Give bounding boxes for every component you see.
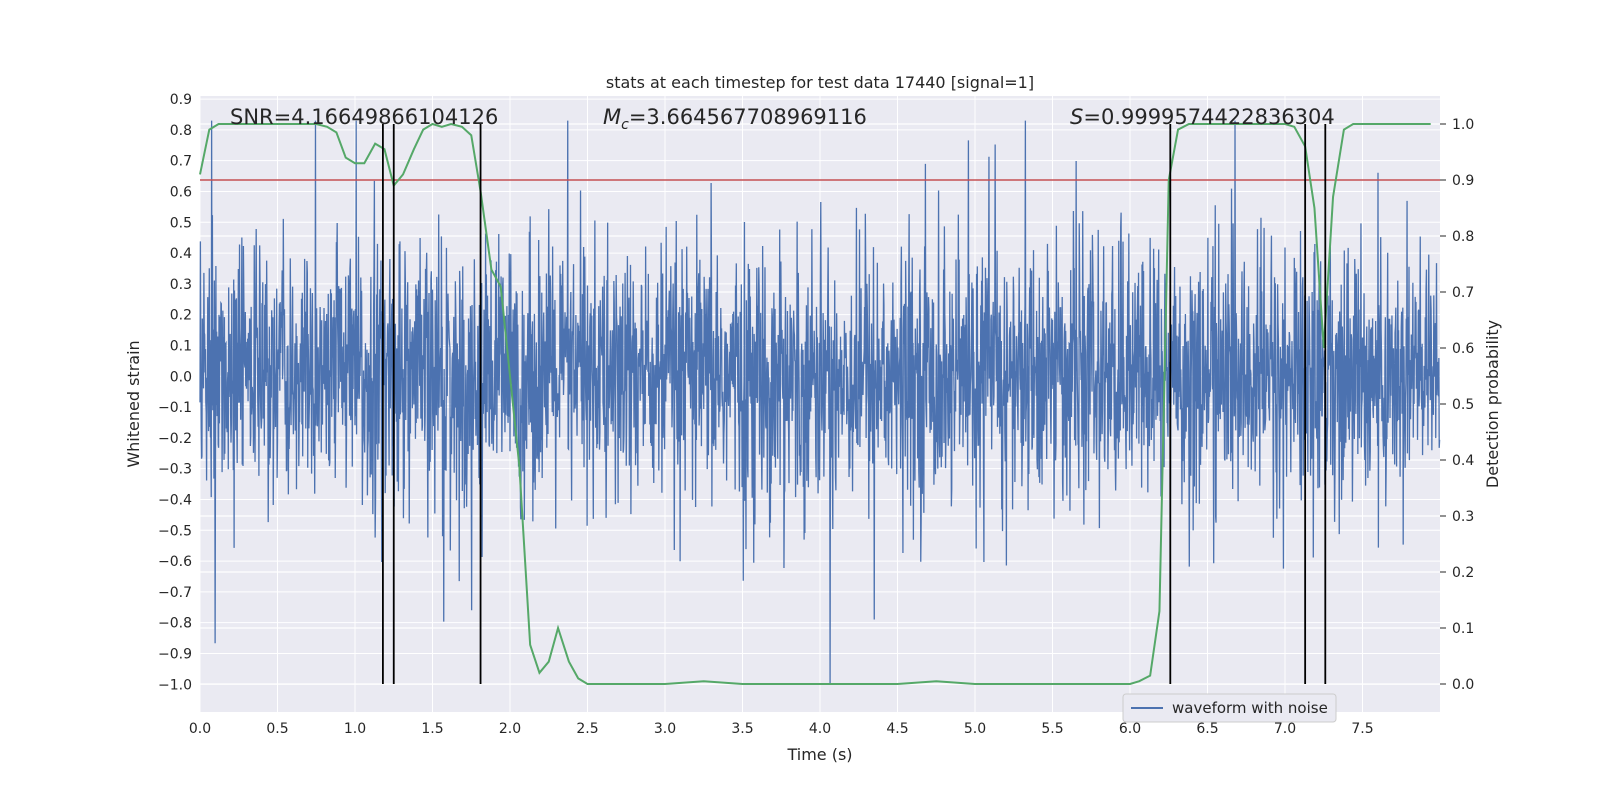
x-tick-label: 6.0 [1119,721,1141,737]
ticks: 0.0 0.5 1.0 1.5 2.0 2.5 3.0 3.5 4.0 4.5 5.0 5.5 6.0 6… [158,92,1474,737]
y2-tick-label: 0.7 [1452,285,1474,301]
y2-tick-label: 0.6 [1452,341,1474,357]
y-tick-label: −0.8 [158,616,192,632]
score-annotation: S=0.9999574422836304 [1070,105,1335,129]
snr-annotation: SNR=4.16649866104126 [230,105,498,129]
chirp-mass-annotation: Mc=3.664567708969116 [603,105,867,133]
y-axis-label: Whitened strain [124,340,143,467]
x-tick-label: 2.0 [499,721,521,737]
x-tick-label: 1.0 [344,721,366,737]
x-tick-label: 5.0 [964,721,986,737]
y-tick-label: −0.5 [158,523,192,539]
x-tick-label: 5.5 [1041,721,1063,737]
y-tick-label: 0.0 [170,369,192,385]
y-tick-label: 0.5 [170,215,192,231]
y-tick-label: −1.0 [158,677,192,693]
y-tick-label: −0.1 [158,400,192,416]
y2-tick-label: 0.4 [1452,453,1474,469]
legend-box [1122,693,1337,723]
y-tick-label: 0.1 [170,338,192,354]
x-tick-label: 0.5 [266,721,288,737]
x-tick-label: 0.0 [189,721,211,737]
legend-entry: waveform with noise [1172,699,1328,717]
score-value: =0.9999574422836304 [1083,105,1334,129]
y2-tick-label: 0.2 [1452,565,1474,581]
y-tick-label: −0.4 [158,492,192,508]
probability-line [199,122,1431,685]
chart-title: stats at each timestep for test data 174… [606,73,1034,92]
vertical-lines [381,124,1327,684]
score-symbol: S [1070,105,1083,129]
y2-tick-label: 0.0 [1452,677,1474,693]
x-tick-label: 3.5 [731,721,753,737]
y-tick-label: −0.2 [158,431,192,447]
x-tick-label: 3.0 [654,721,676,737]
probability-series [199,122,1431,685]
y-tick-label: 0.7 [170,154,192,170]
y-tick-label: −0.3 [158,462,192,478]
y2-tick-label: 0.9 [1452,173,1474,189]
y-tick-label: 0.6 [170,184,192,200]
y-tick-label: 0.2 [170,308,192,324]
y2-tick-label: 0.1 [1452,621,1474,637]
y-tick-label: 0.4 [170,246,192,262]
y-tick-label: −0.7 [158,585,192,601]
y2-tick-label: 0.3 [1452,509,1474,525]
chirp-mass-symbol: M [603,105,621,129]
x-tick-label: 2.5 [576,721,598,737]
x-tick-label: 6.5 [1196,721,1218,737]
x-tick-label: 4.0 [809,721,831,737]
y-tick-label: 0.8 [170,123,192,139]
legend: waveform with noise [1122,693,1337,723]
y-tick-label: −0.9 [158,646,192,662]
y-tick-label: 0.3 [170,277,192,293]
x-axis-label: Time (s) [786,745,852,764]
chirp-mass-value: =3.664567708969116 [629,105,867,129]
y-tick-label: −0.6 [158,554,192,570]
x-tick-label: 7.0 [1274,721,1296,737]
x-tick-label: 7.5 [1351,721,1373,737]
chirp-mass-subscript: c [621,117,629,133]
y-tick-label: 0.9 [170,92,192,108]
x-tick-label: 4.5 [886,721,908,737]
waveform-line [199,120,1441,685]
y2-tick-label: 0.5 [1452,397,1474,413]
waveform-series [199,120,1441,685]
y2-axis-label: Detection probability [1483,320,1502,488]
y2-tick-label: 0.8 [1452,229,1474,245]
x-tick-label: 1.5 [421,721,443,737]
y2-tick-label: 1.0 [1452,117,1474,133]
